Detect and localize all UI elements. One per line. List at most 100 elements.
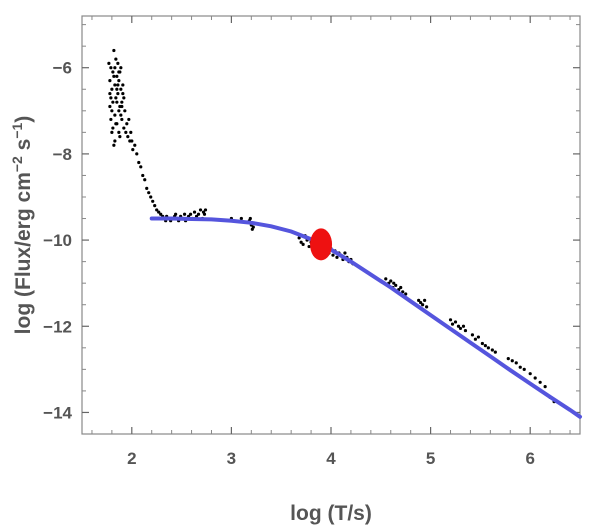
data-point-97 (201, 210, 206, 214)
data-point-151 (458, 326, 463, 331)
data-point-60 (141, 173, 145, 178)
data-point-170 (543, 384, 547, 389)
data-point-23 (119, 87, 123, 91)
data-point-55 (131, 147, 135, 152)
data-point-6 (110, 130, 114, 134)
data-point-152 (461, 324, 466, 328)
data-point-136 (394, 283, 398, 287)
data-point-61 (143, 178, 147, 182)
data-point-30 (108, 91, 112, 96)
data-point-146 (425, 305, 429, 309)
x-tick-label-3: 5 (426, 449, 435, 468)
data-point-46 (121, 91, 125, 96)
data-point-44 (117, 70, 121, 74)
data-point-19 (117, 109, 121, 113)
data-point-155 (473, 337, 478, 341)
y-axis-label-exp1: −2 (9, 156, 25, 172)
data-point-81 (182, 212, 187, 216)
data-point-56 (133, 143, 137, 147)
data-point-156 (476, 335, 481, 339)
data-point-66 (153, 204, 157, 208)
data-point-163 (510, 359, 514, 363)
data-point-86 (192, 210, 197, 214)
data-point-28 (122, 126, 126, 130)
y-axis-label: log (Flux/erg cm−2 s−1) (9, 116, 35, 335)
data-point-7 (111, 70, 115, 74)
data-point-58 (137, 160, 141, 165)
data-point-157 (480, 341, 484, 346)
data-point-26 (120, 100, 124, 104)
data-point-37 (113, 66, 117, 70)
x-tick-label-4: 6 (525, 449, 534, 468)
data-point-17 (116, 91, 120, 96)
data-point-168 (533, 376, 537, 380)
data-point-49 (125, 122, 129, 126)
data-point-14 (114, 57, 118, 61)
x-tick-label-2: 4 (326, 449, 336, 468)
data-point-51 (127, 117, 131, 122)
data-point-41 (111, 126, 115, 130)
x-ticks: 2 3 4 5 6 (127, 427, 535, 468)
data-point-65 (151, 199, 155, 203)
data-point-138 (399, 285, 403, 290)
data-point-68 (157, 210, 161, 214)
data-point-103 (251, 225, 255, 229)
data-point-62 (145, 186, 149, 190)
data-point-159 (486, 346, 490, 350)
data-point-84 (188, 212, 193, 216)
data-point-143 (419, 300, 423, 305)
data-point-15 (115, 74, 119, 78)
x-axis-label: log (T/s) (290, 502, 372, 525)
data-point-42 (113, 139, 117, 143)
data-point-38 (115, 100, 119, 104)
data-point-13 (114, 96, 118, 100)
data-point-158 (483, 344, 487, 348)
data-point-106 (299, 240, 303, 244)
data-point-162 (506, 356, 510, 361)
data-point-48 (124, 130, 128, 134)
data-point-54 (130, 139, 134, 143)
data-point-20 (117, 79, 121, 83)
data-point-142 (417, 298, 421, 303)
data-point-63 (147, 191, 151, 195)
frame-ticks (82, 16, 580, 435)
data-point-50 (126, 135, 130, 139)
data-point-167 (528, 372, 532, 376)
data-point-89 (198, 208, 203, 212)
data-point-5 (110, 87, 114, 91)
data-point-147 (448, 318, 453, 322)
data-point-123 (335, 255, 339, 259)
data-point-43 (115, 87, 119, 91)
data-point-88 (196, 212, 201, 216)
data-points (107, 48, 556, 404)
data-point-148 (450, 322, 455, 326)
data-point-10 (112, 48, 116, 53)
data-point-31 (110, 109, 114, 113)
data-point-8 (111, 100, 115, 104)
data-point-59 (139, 165, 143, 169)
data-point-99 (239, 216, 243, 221)
x-tick-label-1: 3 (227, 449, 236, 468)
y-axis-label-main: log (Flux/erg cm (12, 172, 35, 334)
data-point-92 (203, 208, 208, 212)
data-point-3 (109, 117, 113, 122)
fit-line-1 (149, 216, 582, 419)
data-point-165 (518, 365, 522, 369)
data-point-110 (307, 244, 311, 249)
data-point-139 (401, 290, 405, 294)
data-point-154 (470, 333, 475, 337)
plot-frame (81, 15, 581, 435)
y-axis-label-mid: s (12, 139, 35, 157)
y-tick-label-1: −8 (53, 145, 72, 164)
data-point-127 (343, 251, 347, 255)
data-point-32 (112, 74, 116, 78)
data-point-4 (109, 66, 113, 70)
data-point-2 (108, 104, 112, 109)
highlight-marker-2 (310, 228, 333, 261)
data-point-67 (155, 208, 159, 212)
data-point-149 (453, 320, 458, 324)
data-point-94 (174, 212, 178, 216)
data-point-27 (121, 83, 125, 87)
data-point-161 (493, 350, 497, 354)
